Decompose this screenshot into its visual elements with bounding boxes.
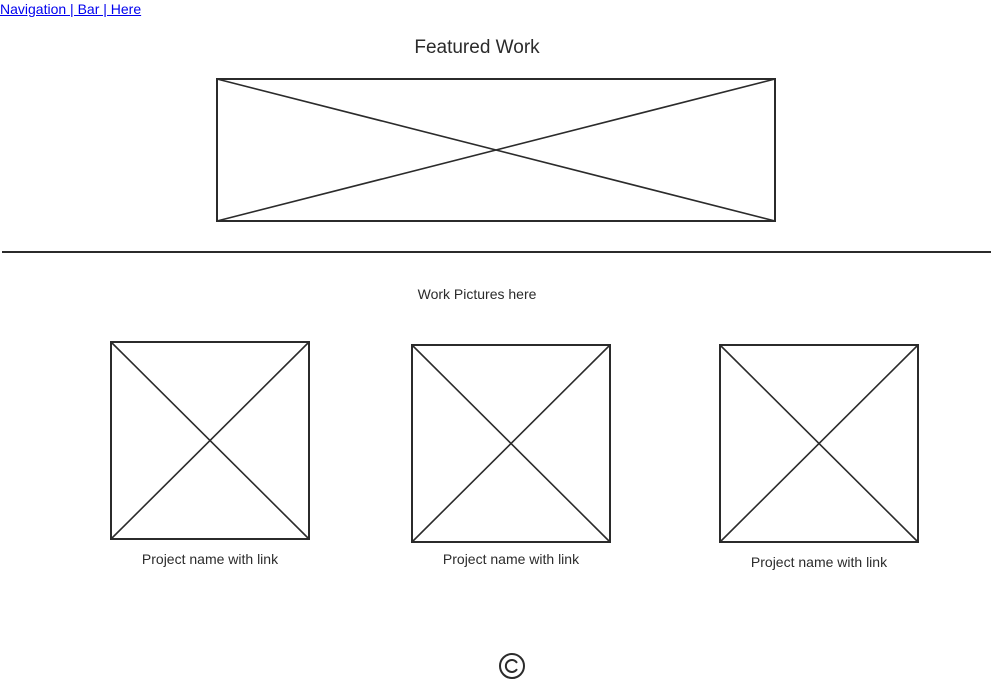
project-name-link-3[interactable]: Project name with link [750,554,888,570]
featured-image-placeholder [216,78,776,222]
project-image-placeholder-2[interactable] [411,344,612,544]
work-pictures-caption: Work Pictures here [417,286,537,302]
navigation-bar-link[interactable]: Navigation | Bar | Here [0,1,142,17]
project-name-link-2[interactable]: Project name with link [442,551,580,567]
project-name-link-1[interactable]: Project name with link [141,551,279,567]
project-image-placeholder-3[interactable] [719,344,920,544]
copyright-icon [499,653,525,679]
project-image-placeholder-1[interactable] [110,341,311,541]
featured-work-title: Featured Work [414,37,540,58]
section-divider [2,251,991,253]
